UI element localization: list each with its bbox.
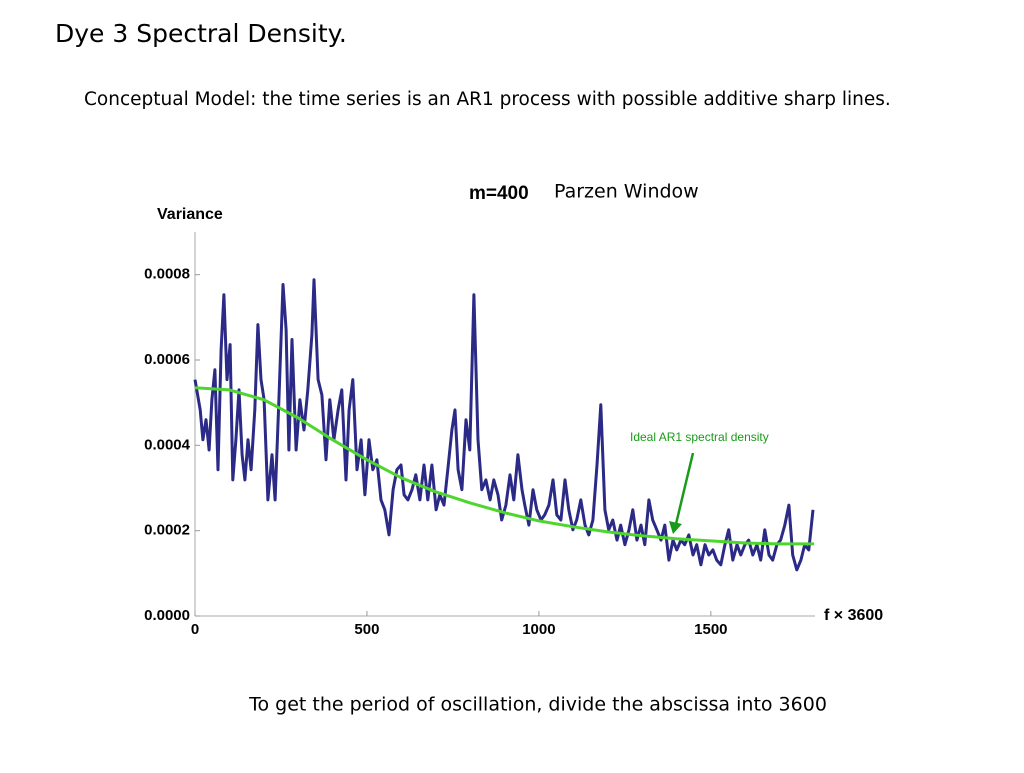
annotation-arrow bbox=[669, 452, 695, 534]
y-tick-label: 0.0006 bbox=[144, 351, 190, 368]
x-tick-label: 1000 bbox=[522, 621, 555, 638]
y-axis-label: Variance bbox=[157, 206, 223, 223]
chart-subtitle: Parzen Window bbox=[554, 181, 699, 203]
slide-subtitle: Conceptual Model: the time series is an … bbox=[84, 89, 891, 110]
x-tick-label: 1500 bbox=[694, 621, 727, 638]
series-label: Ideal AR1 spectral density bbox=[630, 430, 769, 444]
footer-note: To get the period of oscillation, divide… bbox=[248, 694, 827, 716]
y-tick-label: 0.0008 bbox=[144, 266, 190, 283]
arrow-shaft bbox=[674, 452, 695, 525]
spectrum-line bbox=[193, 278, 815, 572]
y-tick-label: 0.0002 bbox=[144, 522, 190, 539]
arrow-head bbox=[669, 521, 682, 534]
x-tick-label: 0 bbox=[191, 621, 199, 638]
y-tick-label: 0.0004 bbox=[144, 436, 191, 453]
slide-title: Dye 3 Spectral Density. bbox=[55, 19, 347, 48]
y-tick-label: 0.0000 bbox=[144, 607, 190, 624]
ar1-line bbox=[194, 386, 814, 546]
x-axis-label: f × 3600 bbox=[824, 607, 883, 624]
x-tick-label: 500 bbox=[354, 621, 379, 638]
chart-title: m=400 bbox=[469, 183, 529, 204]
